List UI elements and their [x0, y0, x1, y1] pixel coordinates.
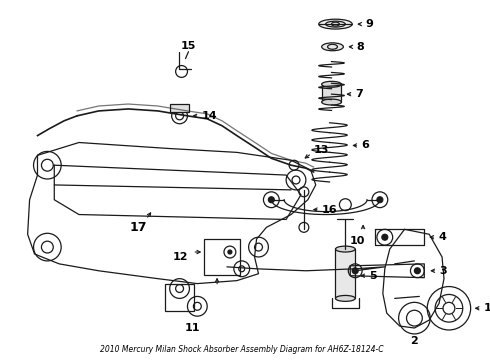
Ellipse shape: [321, 43, 343, 51]
Text: 11: 11: [185, 323, 200, 333]
Text: 7: 7: [355, 89, 363, 99]
Text: 2: 2: [411, 336, 418, 346]
Circle shape: [377, 197, 383, 203]
Ellipse shape: [336, 246, 355, 252]
Bar: [321, 84, 342, 102]
Text: 2010 Mercury Milan Shock Absorber Assembly Diagram for AH6Z-18124-C: 2010 Mercury Milan Shock Absorber Assemb…: [100, 345, 384, 354]
Circle shape: [415, 268, 420, 274]
Text: 4: 4: [438, 232, 446, 242]
Text: 16: 16: [321, 204, 337, 215]
Text: 5: 5: [369, 271, 377, 281]
Text: 10: 10: [349, 236, 365, 246]
Ellipse shape: [321, 99, 342, 105]
Circle shape: [382, 234, 388, 240]
Text: 14: 14: [201, 111, 217, 121]
Text: 17: 17: [129, 221, 147, 234]
Text: 8: 8: [356, 42, 364, 52]
Ellipse shape: [321, 81, 342, 87]
Text: 3: 3: [439, 266, 447, 276]
Text: 12: 12: [173, 252, 188, 262]
Bar: [165, 284, 195, 311]
Circle shape: [228, 250, 232, 254]
Bar: [204, 239, 240, 275]
Circle shape: [269, 197, 274, 203]
Text: 1: 1: [484, 303, 490, 313]
Text: 15: 15: [181, 41, 196, 51]
Ellipse shape: [336, 296, 355, 301]
Ellipse shape: [318, 19, 352, 29]
Text: 9: 9: [365, 19, 373, 29]
Text: 6: 6: [361, 140, 369, 150]
Circle shape: [352, 268, 358, 274]
Bar: [336, 249, 355, 298]
Text: 13: 13: [314, 145, 329, 156]
Bar: [170, 104, 190, 112]
